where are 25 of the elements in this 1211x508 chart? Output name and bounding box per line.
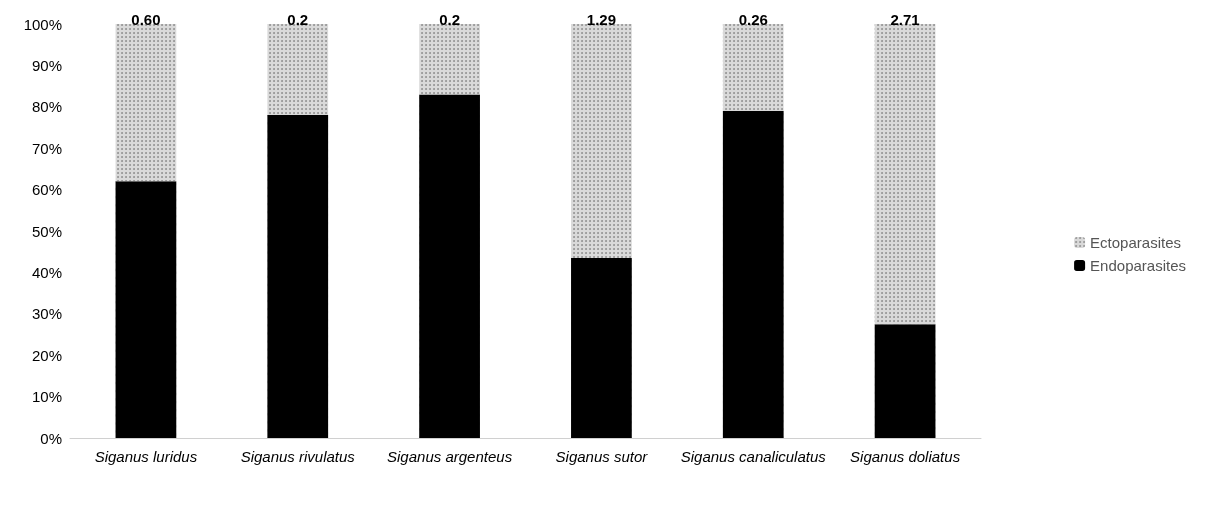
annotation: 0.2 [439, 11, 461, 28]
y-tick-label: 50% [31, 222, 62, 240]
y-tick-label: 100% [23, 15, 62, 33]
annotation: 0.60 [131, 11, 161, 28]
y-tick-label: 60% [31, 181, 62, 199]
annotation: 1.29 [586, 11, 617, 28]
annotation: 0.26 [738, 11, 768, 28]
y-tick-label: 90% [31, 56, 62, 74]
x-tick-label: Siganus canaliculatus [680, 447, 827, 465]
y-tick-label: 80% [31, 98, 62, 116]
x-tick-label: Siganus doliatus [850, 447, 961, 465]
y-tick-label: 40% [31, 263, 62, 281]
y-tick-label: 30% [31, 305, 62, 323]
x-tick-label: Siganus luridus [94, 447, 198, 465]
annotation: 0.2 [287, 11, 309, 28]
y-tick-label: 20% [31, 346, 62, 364]
legend-label: Endoparasites [1090, 257, 1187, 274]
y-tick-label: 0% [40, 429, 62, 447]
x-tick-label: Siganus rivulatus [240, 447, 356, 465]
legend-label: Ectoparasites [1090, 234, 1181, 251]
y-tick-label: 70% [31, 139, 62, 157]
annotation: 2.71 [890, 11, 920, 28]
y-tick-label: 10% [31, 388, 62, 406]
x-tick-label: Siganus sutor [555, 447, 649, 465]
x-tick-label: Siganus argenteus [387, 447, 513, 465]
